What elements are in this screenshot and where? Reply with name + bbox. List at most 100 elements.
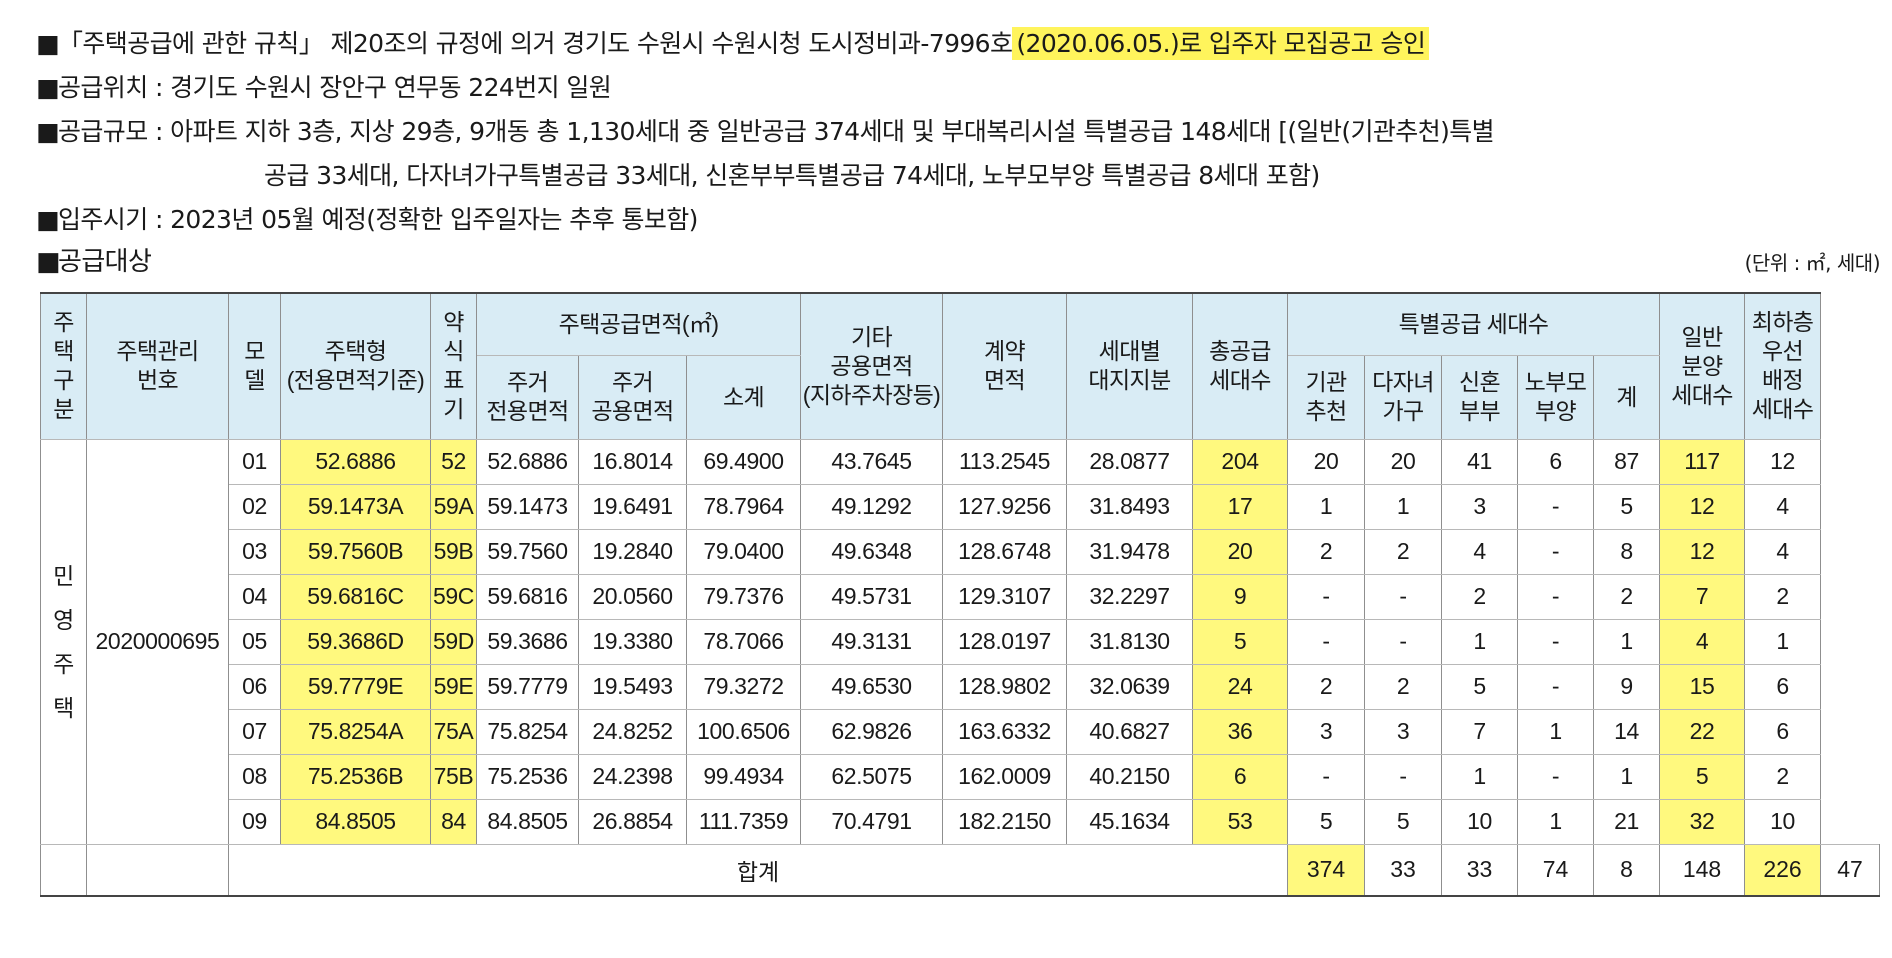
lowest-floor-cell: 1 (1744, 618, 1822, 665)
table-row: 06 59.7779E 59E 59.7779 19.5493 79.3272 49.653… (41, 663, 1880, 710)
total-institution-sum: 33 (1364, 843, 1443, 897)
notice-text: 공급위치 : 경기도 수원시 장안구 연무동 224번지 일원 (58, 73, 612, 102)
elderly-cell: 1 (1517, 708, 1595, 755)
total-general-sum: 226 (1744, 843, 1822, 897)
subtotal-area-cell: 78.7066 (685, 618, 802, 665)
model-cell: 03 (228, 528, 281, 575)
institution-cell: 5 (1287, 798, 1366, 845)
housing-type-cell: 75.8254A (280, 708, 431, 755)
lowest-floor-cell: 2 (1744, 573, 1822, 620)
institution-cell: - (1287, 618, 1366, 665)
abbrev-cell: 59A (430, 483, 477, 530)
contract-area-cell: 128.9802 (942, 663, 1068, 710)
elderly-cell: - (1517, 528, 1595, 575)
model-cell: 09 (228, 798, 281, 845)
model-cell: 08 (228, 753, 281, 800)
land-share-cell: 31.9478 (1066, 528, 1194, 575)
notice-lines: ■ 「주택공급에 관한 규칙」 제20조의 규정에 의거 경기도 수원시 수원시청… (36, 22, 1876, 242)
abbrev-cell: 59D (430, 618, 477, 665)
multi-child-cell: 20 (1364, 438, 1443, 485)
common-area-cell: 19.3380 (578, 618, 687, 665)
housing-type-cell: 75.2536B (280, 753, 431, 800)
common-area-cell: 24.8252 (578, 708, 687, 755)
abbrev-cell: 75B (430, 753, 477, 800)
header-newlywed: 신혼 부부 (1441, 354, 1519, 440)
common-area-cell: 24.2398 (578, 753, 687, 800)
lowest-floor-cell: 6 (1744, 708, 1822, 755)
contract-area-cell: 163.6332 (942, 708, 1068, 755)
multi-child-cell: 2 (1364, 663, 1443, 710)
land-share-cell: 32.2297 (1066, 573, 1194, 620)
model-cell: 06 (228, 663, 281, 710)
subtotal-area-cell: 99.4934 (685, 753, 802, 800)
total-special-sum: 148 (1659, 843, 1746, 897)
housing-type-cell: 84.8505 (280, 798, 431, 845)
institution-cell: - (1287, 753, 1366, 800)
table-row: 05 59.3686D 59D 59.3686 19.3380 78.7066 49.313… (41, 618, 1880, 665)
model-cell: 02 (228, 483, 281, 530)
subtotal-area-cell: 79.3272 (685, 663, 802, 710)
abbrev-cell: 75A (430, 708, 477, 755)
total-blank-cell (86, 843, 229, 897)
square-bullet-icon: ■ (36, 205, 60, 234)
subtotal-area-cell: 111.7359 (685, 798, 802, 845)
housing-type-cell: 59.1473A (280, 483, 431, 530)
header-housing-type: 주택형 (전용면적기준) (280, 292, 431, 440)
supply-table: 주 택 구 분 주택관리 번호 모 델 주택형 (전용면적기준) 약 식 표 기… (40, 292, 1880, 897)
house-group-cell: 민 영 주 택 (40, 438, 87, 845)
total-multi-child-sum: 33 (1441, 843, 1519, 897)
other-common-area-cell: 62.9826 (800, 708, 944, 755)
notice-text: 입주시기 : 2023년 05월 예정(정확한 입주일자는 추후 통보함) (58, 205, 698, 234)
lowest-floor-cell: 4 (1744, 528, 1822, 575)
abbrev-cell: 84 (430, 798, 477, 845)
notice-line-location: ■공급위치 : 경기도 수원시 장안구 연무동 224번지 일원 (36, 66, 1876, 110)
institution-cell: 3 (1287, 708, 1366, 755)
exclusive-area-cell: 59.1473 (476, 483, 579, 530)
lowest-floor-cell: 4 (1744, 483, 1822, 530)
institution-cell: 2 (1287, 528, 1366, 575)
multi-child-cell: - (1364, 573, 1443, 620)
subtotal-area-cell: 79.7376 (685, 573, 802, 620)
newlywed-cell: 2 (1441, 573, 1519, 620)
model-cell: 04 (228, 573, 281, 620)
newlywed-cell: 7 (1441, 708, 1519, 755)
newlywed-cell: 4 (1441, 528, 1519, 575)
total-lowest-floor-sum: 47 (1820, 843, 1880, 897)
square-bullet-icon: ■ (36, 247, 61, 277)
other-common-area-cell: 70.4791 (800, 798, 944, 845)
lowest-floor-cell: 10 (1744, 798, 1822, 845)
header-special-group: 특별공급 세대수 (1287, 292, 1661, 356)
contract-area-cell: 113.2545 (942, 438, 1068, 485)
lowest-floor-cell: 12 (1744, 438, 1822, 485)
total-supply-sum: 374 (1287, 843, 1366, 897)
table-row: 07 75.8254A 75A 75.8254 24.8252 100.6506 62.98… (41, 708, 1880, 755)
institution-cell: 1 (1287, 483, 1366, 530)
multi-child-cell: - (1364, 753, 1443, 800)
contract-area-cell: 127.9256 (942, 483, 1068, 530)
approval-date-highlight: (2020.06.05.)로 입주자 모집공고 승인 (1012, 27, 1430, 60)
contract-area-cell: 162.0009 (942, 753, 1068, 800)
total-supply-cell: 20 (1192, 528, 1289, 575)
common-area-cell: 19.5493 (578, 663, 687, 710)
header-institution: 기관 추천 (1287, 354, 1366, 440)
subtotal-area-cell: 69.4900 (685, 438, 802, 485)
exclusive-area-cell: 59.6816 (476, 573, 579, 620)
lowest-floor-cell: 2 (1744, 753, 1822, 800)
header-lowest-floor: 최하층 우선 배정 세대수 (1744, 292, 1822, 440)
abbrev-cell: 59C (430, 573, 477, 620)
contract-area-cell: 128.0197 (942, 618, 1068, 665)
notice-text: 「주택공급에 관한 규칙」 제20조의 규정에 의거 경기도 수원시 수원시청 … (58, 29, 1013, 58)
total-supply-cell: 53 (1192, 798, 1289, 845)
model-cell: 05 (228, 618, 281, 665)
contract-area-cell: 182.2150 (942, 798, 1068, 845)
exclusive-area-cell: 59.7560 (476, 528, 579, 575)
header-housing-type-text: 주택형 (전용면적기준) (286, 338, 425, 394)
notice-line-scale-continued: 공급 33세대, 다자녀가구특별공급 33세대, 신혼부부특별공급 74세대, … (36, 154, 1876, 198)
square-bullet-icon: ■ (36, 73, 60, 102)
header-special-total: 계 (1593, 354, 1661, 440)
table-row: 민 영 주 택 2020000695 01 52.6886 52 52.6886 16.80… (40, 438, 1880, 845)
elderly-cell: - (1517, 663, 1595, 710)
general-cell: 117 (1659, 438, 1746, 485)
header-exclusive: 주거 전용면적 (476, 354, 579, 440)
